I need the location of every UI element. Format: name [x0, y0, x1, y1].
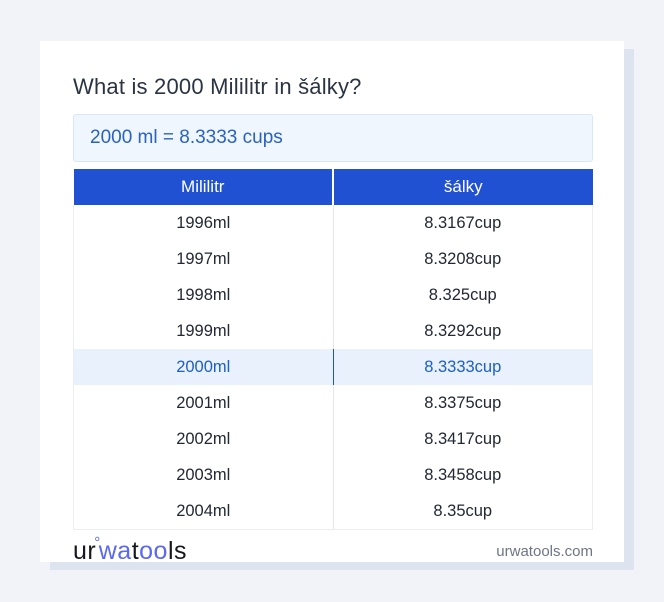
- site-logo[interactable]: ur°watools: [73, 534, 188, 566]
- logo-text-segment: ls: [167, 537, 188, 565]
- table-row: 2000ml 8.3333cup: [73, 349, 593, 385]
- cell-salky: 8.325cup: [333, 277, 593, 313]
- footer: ur°watools urwatools.com: [73, 534, 593, 566]
- table-header-row: Mililitr šálky: [73, 169, 593, 205]
- cell-salky: 8.3167cup: [333, 205, 593, 241]
- logo-text-segment: t: [131, 537, 140, 565]
- column-header-mililitr: Mililitr: [73, 169, 334, 205]
- column-header-salky: šálky: [333, 169, 593, 205]
- cell-mililitr: 1998ml: [73, 277, 334, 313]
- cell-mililitr: 1997ml: [73, 241, 334, 277]
- table-row: 2002ml 8.3417cup: [73, 421, 593, 457]
- table-row: 1998ml 8.325cup: [73, 277, 593, 313]
- footer-domain: urwatools.com: [496, 543, 593, 561]
- cell-mililitr: 2004ml: [73, 493, 334, 530]
- cell-mililitr: 1999ml: [73, 313, 334, 349]
- cell-salky: 8.3292cup: [333, 313, 593, 349]
- cell-mililitr: 2003ml: [73, 457, 334, 493]
- conversion-table: Mililitr šálky 1996ml 8.3167cup 1997ml 8.32…: [73, 169, 593, 530]
- table-row: 1996ml 8.3167cup: [73, 205, 593, 241]
- cell-mililitr: 2001ml: [73, 385, 334, 421]
- table-body: 1996ml 8.3167cup 1997ml 8.3208cup 1998ml 8.32…: [73, 205, 593, 530]
- page-title: What is 2000 Mililitr in šálky?: [73, 74, 362, 99]
- cell-mililitr: 1996ml: [73, 205, 334, 241]
- cell-salky: 8.3417cup: [333, 421, 593, 457]
- cell-salky: 8.35cup: [333, 493, 593, 530]
- result-box: 2000 ml = 8.3333 cups: [73, 114, 593, 162]
- logo-text-segment: wa: [98, 537, 132, 565]
- cell-mililitr: 2000ml: [73, 349, 334, 385]
- table-row: 2004ml 8.35cup: [73, 493, 593, 530]
- table-row: 1997ml 8.3208cup: [73, 241, 593, 277]
- cell-salky: 8.3333cup: [333, 349, 593, 385]
- result-text: 2000 ml = 8.3333 cups: [90, 127, 283, 148]
- table-row: 2003ml 8.3458cup: [73, 457, 593, 493]
- logo-text-segment: oo: [139, 537, 168, 565]
- converter-card: What is 2000 Mililitr in šálky? 2000 ml …: [40, 41, 624, 565]
- cell-salky: 8.3458cup: [333, 457, 593, 493]
- cell-salky: 8.3208cup: [333, 241, 593, 277]
- logo-degree-mark: °: [94, 534, 101, 551]
- cell-mililitr: 2002ml: [73, 421, 334, 457]
- table-row: 1999ml 8.3292cup: [73, 313, 593, 349]
- cell-salky: 8.3375cup: [333, 385, 593, 421]
- table-row: 2001ml 8.3375cup: [73, 385, 593, 421]
- logo-text-segment: ur: [73, 537, 97, 565]
